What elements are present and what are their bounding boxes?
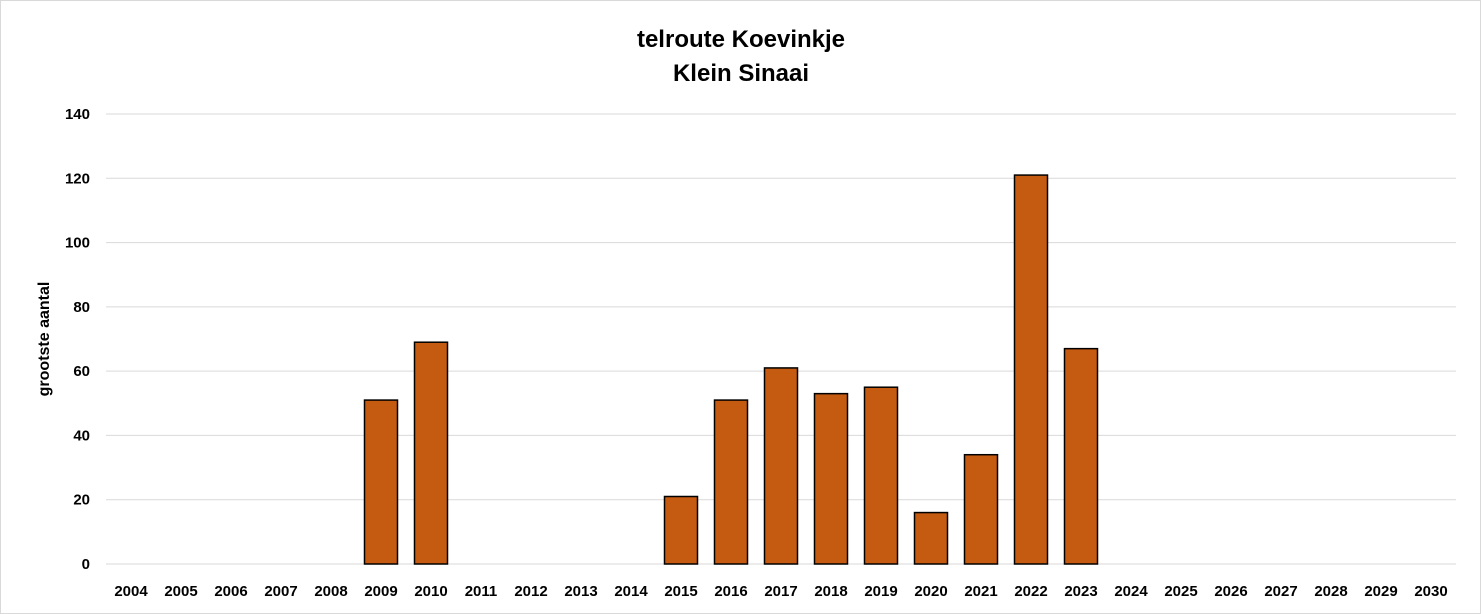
x-tick-label: 2016 [714,583,747,600]
x-tick-label: 2029 [1364,583,1397,600]
x-tick-label: 2021 [964,583,997,600]
chart-title: telroute Koevinkje [637,26,845,53]
x-tick-label: 2026 [1214,583,1247,600]
x-tick-label: 2014 [614,583,648,600]
x-tick-label: 2005 [164,583,197,600]
bar-2017 [763,367,799,565]
x-tick-label: 2007 [264,583,297,600]
y-tick-label: 0 [82,556,90,573]
y-tick-label: 20 [73,492,90,509]
bar-2020 [913,511,949,565]
bar-2016 [713,399,749,565]
x-tick-label: 2010 [414,583,447,600]
bar-2023 [1063,347,1099,565]
y-tick-label: 120 [65,170,90,187]
y-axis-label: grootste aantal [36,282,53,397]
x-tick-label: 2011 [465,583,498,600]
bar-2019 [863,386,899,565]
bar-2022 [1013,174,1049,565]
x-tick-label: 2015 [664,583,697,600]
bars [363,174,1099,565]
y-tick-label: 100 [65,235,90,252]
x-tick-label: 2019 [864,583,897,600]
x-tick-label: 2004 [114,583,148,600]
x-tick-label: 2023 [1064,583,1097,600]
x-tick-label: 2006 [214,583,247,600]
y-tick-label: 140 [65,106,90,123]
x-tick-label: 2028 [1314,583,1347,600]
bar-2021 [963,453,999,565]
x-tick-label: 2013 [564,583,597,600]
bar-2015 [663,495,699,565]
bar-2010 [413,341,449,565]
y-tick-label: 60 [73,363,90,380]
x-tick-label: 2012 [514,583,547,600]
y-tick-label: 80 [73,299,90,316]
x-tick-label: 2017 [764,583,797,600]
x-axis-ticks: 2004 2005 2006 2007 2008 2009 2010 2011 2012 2013… [114,583,1447,600]
bar-2018 [813,392,849,565]
x-tick-label: 2018 [814,583,847,600]
x-tick-label: 2024 [1114,583,1148,600]
bar-2009 [363,399,399,565]
x-tick-label: 2025 [1164,583,1197,600]
x-tick-label: 2008 [314,583,347,600]
x-tick-label: 2030 [1414,583,1447,600]
x-tick-label: 2020 [914,583,947,600]
y-tick-label: 40 [73,427,90,444]
x-tick-label: 2009 [364,583,397,600]
y-axis-ticks: 0 20 40 60 80 100 120 140 [65,106,90,573]
x-tick-label: 2022 [1014,583,1047,600]
chart-subtitle: Klein Sinaai [673,60,809,87]
x-tick-label: 2027 [1264,583,1297,600]
